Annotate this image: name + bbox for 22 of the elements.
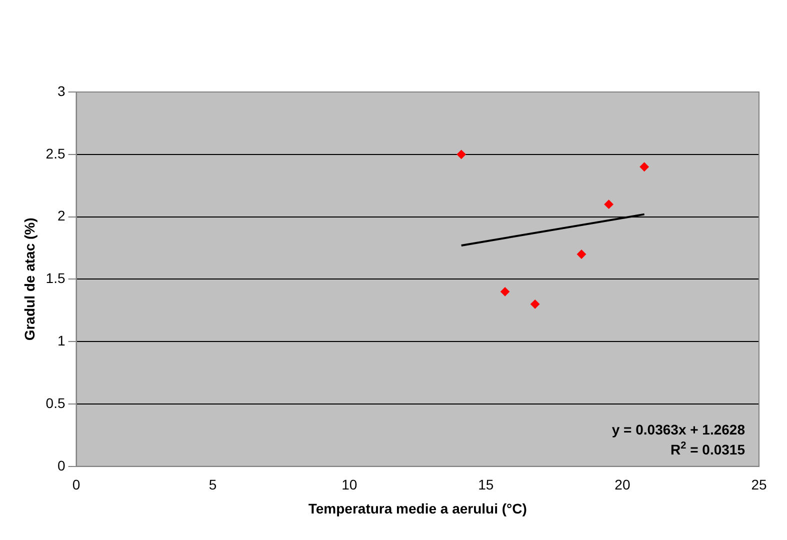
y-tick-label: 3 bbox=[57, 82, 66, 99]
point bbox=[604, 200, 614, 209]
x-tick-label: 5 bbox=[208, 476, 217, 493]
x-tick-label: 25 bbox=[751, 476, 767, 493]
point bbox=[530, 300, 540, 309]
y-tick-label: 0.5 bbox=[46, 394, 66, 411]
y-tick-label: 1.5 bbox=[46, 270, 66, 286]
y-tick-label: 2.5 bbox=[46, 145, 66, 162]
y-tick-label: 0 bbox=[57, 457, 66, 474]
x-tick-label: 15 bbox=[478, 476, 494, 493]
point bbox=[640, 162, 649, 172]
x-axis-title: Temperatura medie a aerului (°C) bbox=[308, 500, 527, 516]
y-tick-label: 1 bbox=[57, 332, 66, 348]
x-tick-label: 0 bbox=[72, 476, 80, 493]
y-axis-title: Gradul de atac (%) bbox=[21, 218, 38, 341]
x-tick-label: 10 bbox=[342, 476, 358, 493]
point bbox=[500, 287, 510, 296]
x-tick-label: 20 bbox=[614, 476, 630, 493]
annotation: y = 0.0363x + 1.2628 bbox=[612, 421, 746, 438]
point bbox=[576, 250, 586, 259]
point bbox=[456, 150, 466, 159]
y-tick-label: 2 bbox=[57, 208, 66, 224]
